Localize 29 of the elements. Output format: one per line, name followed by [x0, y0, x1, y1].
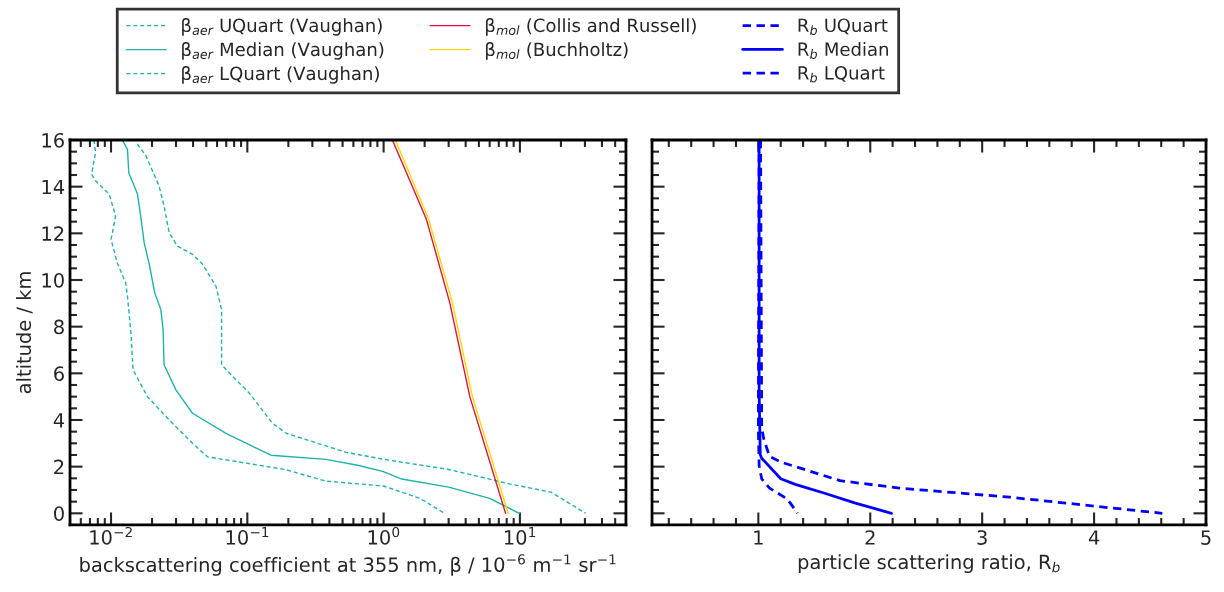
x-tick-label: 1 [754, 530, 763, 545]
y-tick-label: 6 [54, 366, 64, 381]
y-tick-label: 0 [54, 506, 64, 521]
x-tick-label: 10$^{−1}$ [226, 527, 269, 545]
legend-label: β$_{aer}$ UQuart (Vaughan) [182, 18, 382, 36]
x-tick-label: 10$^{1}$ [504, 527, 536, 545]
x-tick-label: 2 [865, 530, 875, 545]
y-axis-title: altitude / km [16, 272, 33, 394]
y-tick-label: 8 [54, 319, 64, 335]
x-axis-title: particle scattering ratio, R$_{b}$ [798, 554, 1060, 574]
y-tick-label: 14 [42, 179, 65, 195]
x-axis-title: backscattering coefficient at 355 nm, β / 10$^{−6}$ m$^{−1}$ sr$^{−1}$ [80, 554, 616, 576]
legend-label: R$_{b}$ LQuart [798, 66, 885, 83]
legend-label: β$_{mol}$ (Collis and Russell) [486, 18, 696, 36]
y-tick-label: 16 [42, 132, 64, 148]
x-tick-label: 10$^{−2}$ [90, 526, 132, 545]
y-tick-label: 2 [54, 459, 64, 475]
y-tick-label: 4 [53, 413, 65, 428]
x-tick-label: 3 [977, 530, 987, 545]
x-tick-label: 5 [1201, 530, 1211, 545]
x-tick-label: 10$^{0}$ [368, 526, 400, 545]
y-tick-label: 10 [42, 272, 64, 288]
y-tick-label: 12 [42, 226, 64, 241]
legend-label: β$_{aer}$ LQuart (Vaughan) [182, 66, 379, 84]
legend-label: R$_{b}$ Median [798, 42, 888, 59]
x-tick-label: 4 [1088, 530, 1100, 545]
legend-label: β$_{aer}$ Median (Vaughan) [182, 42, 384, 60]
legend-label: β$_{mol}$ (Buchholtz) [486, 42, 628, 60]
legend-label: R$_{b}$ UQuart [798, 18, 888, 35]
